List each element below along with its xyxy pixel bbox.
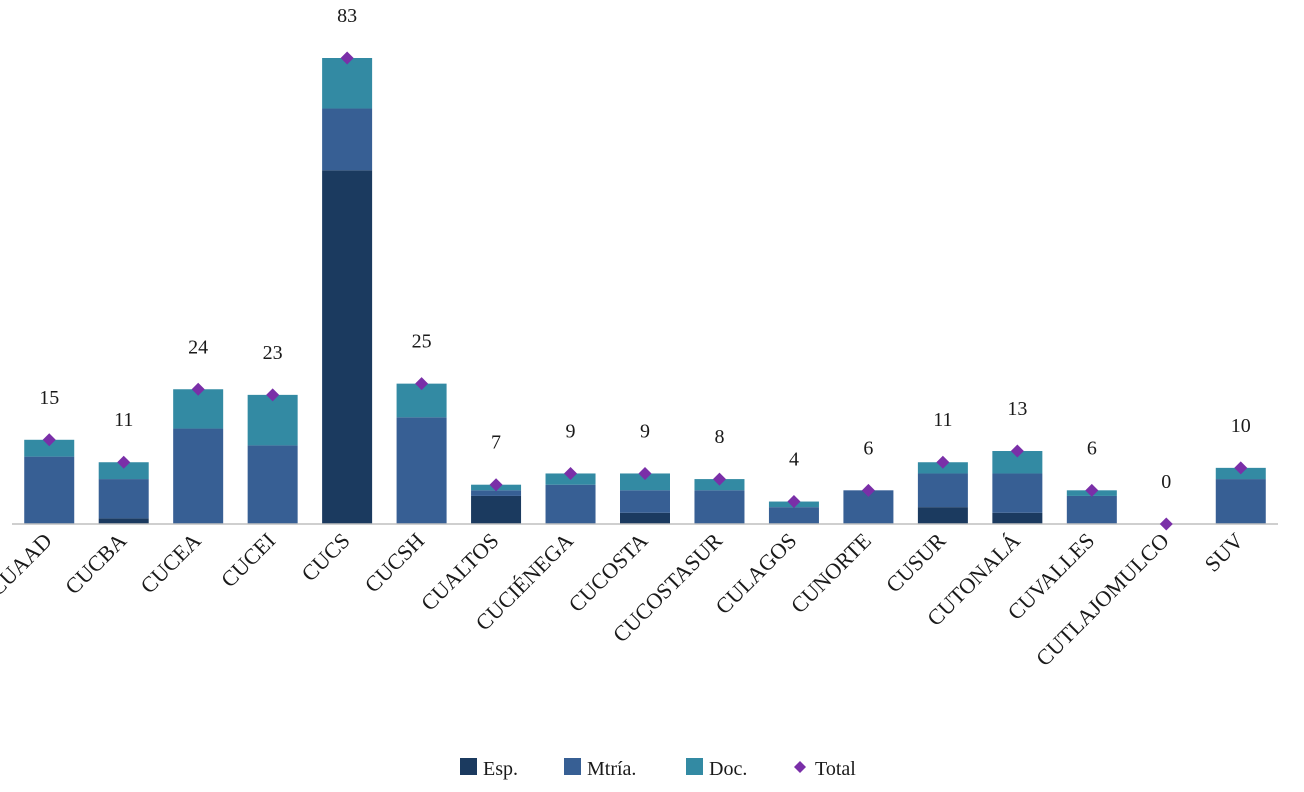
total-label-12: 11 <box>933 409 952 431</box>
bar-segment-mtra-14 <box>1066 495 1117 524</box>
bar-segment-esp-8 <box>620 512 670 524</box>
x-tick-label-0: CUAAD <box>0 528 57 601</box>
bar-segment-mtra-12 <box>917 473 968 508</box>
legend: Esp. Mtría. Doc. Total <box>460 758 856 780</box>
bars-group <box>24 58 1266 524</box>
total-label-1: 11 <box>114 409 133 431</box>
total-marker-6 <box>489 478 503 492</box>
total-marker-12 <box>936 455 950 469</box>
total-label-5: 25 <box>412 331 432 353</box>
bar-segment-mtra-16 <box>1215 479 1266 524</box>
total-marker-7 <box>564 466 578 480</box>
bar-segment-doc-3 <box>247 394 298 446</box>
total-labels-group: 15 11 24 23 83 25 7 9 9 8 4 6 11 13 6 0 10 <box>39 5 1251 493</box>
x-tick-label-4: CUCS <box>296 528 354 586</box>
total-label-4: 83 <box>337 5 357 27</box>
bar-segment-esp-12 <box>917 507 968 524</box>
bar-segment-mtra-8 <box>620 490 670 513</box>
total-marker-5 <box>415 377 429 391</box>
total-marker-3 <box>266 388 280 402</box>
bar-segment-esp-4 <box>322 170 373 524</box>
bar-segment-mtra-4 <box>322 108 373 171</box>
bar-segment-mtra-7 <box>545 484 596 524</box>
legend-label-0: Esp. <box>483 758 518 780</box>
x-tick-label-1: CUCBA <box>60 528 131 599</box>
total-marker-9 <box>712 472 726 486</box>
total-label-9: 8 <box>714 426 724 448</box>
legend-swatch-2 <box>686 758 703 775</box>
total-label-8: 9 <box>640 420 650 442</box>
total-label-2: 24 <box>188 336 208 358</box>
legend-label-1: Mtría. <box>587 758 636 780</box>
bar-segment-mtra-0 <box>24 456 75 524</box>
total-marker-8 <box>638 466 652 480</box>
x-tick-label-15: CUTLAJOMULCO <box>1031 528 1174 671</box>
total-marker-11 <box>861 483 875 497</box>
x-tick-label-12: CUSUR <box>881 528 951 598</box>
x-tick-label-5: CUCSH <box>360 528 430 598</box>
total-marker-14 <box>1085 483 1099 497</box>
bar-segment-doc-13 <box>992 451 1043 474</box>
total-label-0: 15 <box>39 387 59 409</box>
legend-label-3: Total <box>815 758 856 780</box>
bar-segment-mtra-1 <box>98 479 149 519</box>
total-label-13: 13 <box>1007 398 1027 420</box>
bar-segment-doc-2 <box>173 389 224 429</box>
total-label-11: 6 <box>863 437 873 459</box>
total-label-16: 10 <box>1231 415 1251 437</box>
bar-segment-esp-1 <box>98 518 149 524</box>
bar-segment-doc-0 <box>24 439 75 457</box>
bar-segment-mtra-2 <box>173 428 224 524</box>
total-label-3: 23 <box>263 342 283 364</box>
x-tick-label-10: CULAGOS <box>710 528 801 619</box>
bar-segment-mtra-9 <box>694 490 745 524</box>
x-tick-label-3: CUCEI <box>216 528 280 592</box>
x-tick-labels-group: CUAAD CUCBA CUCEA CUCEI CUCS CUCSHCUALTOSCUCI… <box>0 528 1248 671</box>
bar-segment-esp-13 <box>992 512 1043 524</box>
legend-swatch-0 <box>460 758 477 775</box>
total-marker-2 <box>191 382 205 396</box>
legend-swatch-3 <box>794 761 806 773</box>
total-marker-15 <box>1159 517 1173 531</box>
bar-segment-esp-6 <box>471 495 522 524</box>
total-label-15: 0 <box>1161 471 1171 493</box>
total-label-14: 6 <box>1087 437 1097 459</box>
legend-swatch-1 <box>564 758 581 775</box>
bar-segment-mtra-13 <box>992 473 1043 513</box>
total-marker-10 <box>787 495 801 509</box>
total-marker-13 <box>1010 444 1024 458</box>
x-tick-label-11: CUNORTE <box>786 528 876 618</box>
bar-segment-mtra-5 <box>396 417 447 524</box>
legend-label-2: Doc. <box>709 758 747 780</box>
bar-segment-mtra-3 <box>247 445 298 524</box>
total-marker-16 <box>1234 461 1248 475</box>
total-marker-4 <box>340 51 354 65</box>
x-tick-label-16: SUV <box>1199 528 1248 577</box>
total-label-10: 4 <box>789 449 799 471</box>
bar-segment-mtra-6 <box>471 490 522 496</box>
total-marker-0 <box>42 433 56 447</box>
x-tick-label-2: CUCEA <box>135 528 205 598</box>
bar-segment-doc-8 <box>620 473 670 491</box>
total-marker-1 <box>117 455 131 469</box>
bar-segment-doc-1 <box>98 462 149 480</box>
total-label-6: 7 <box>491 432 501 454</box>
total-label-7: 9 <box>566 420 576 442</box>
total-markers-group <box>42 51 1248 531</box>
bar-segment-doc-4 <box>322 58 373 109</box>
bar-segment-mtra-10 <box>768 507 819 524</box>
